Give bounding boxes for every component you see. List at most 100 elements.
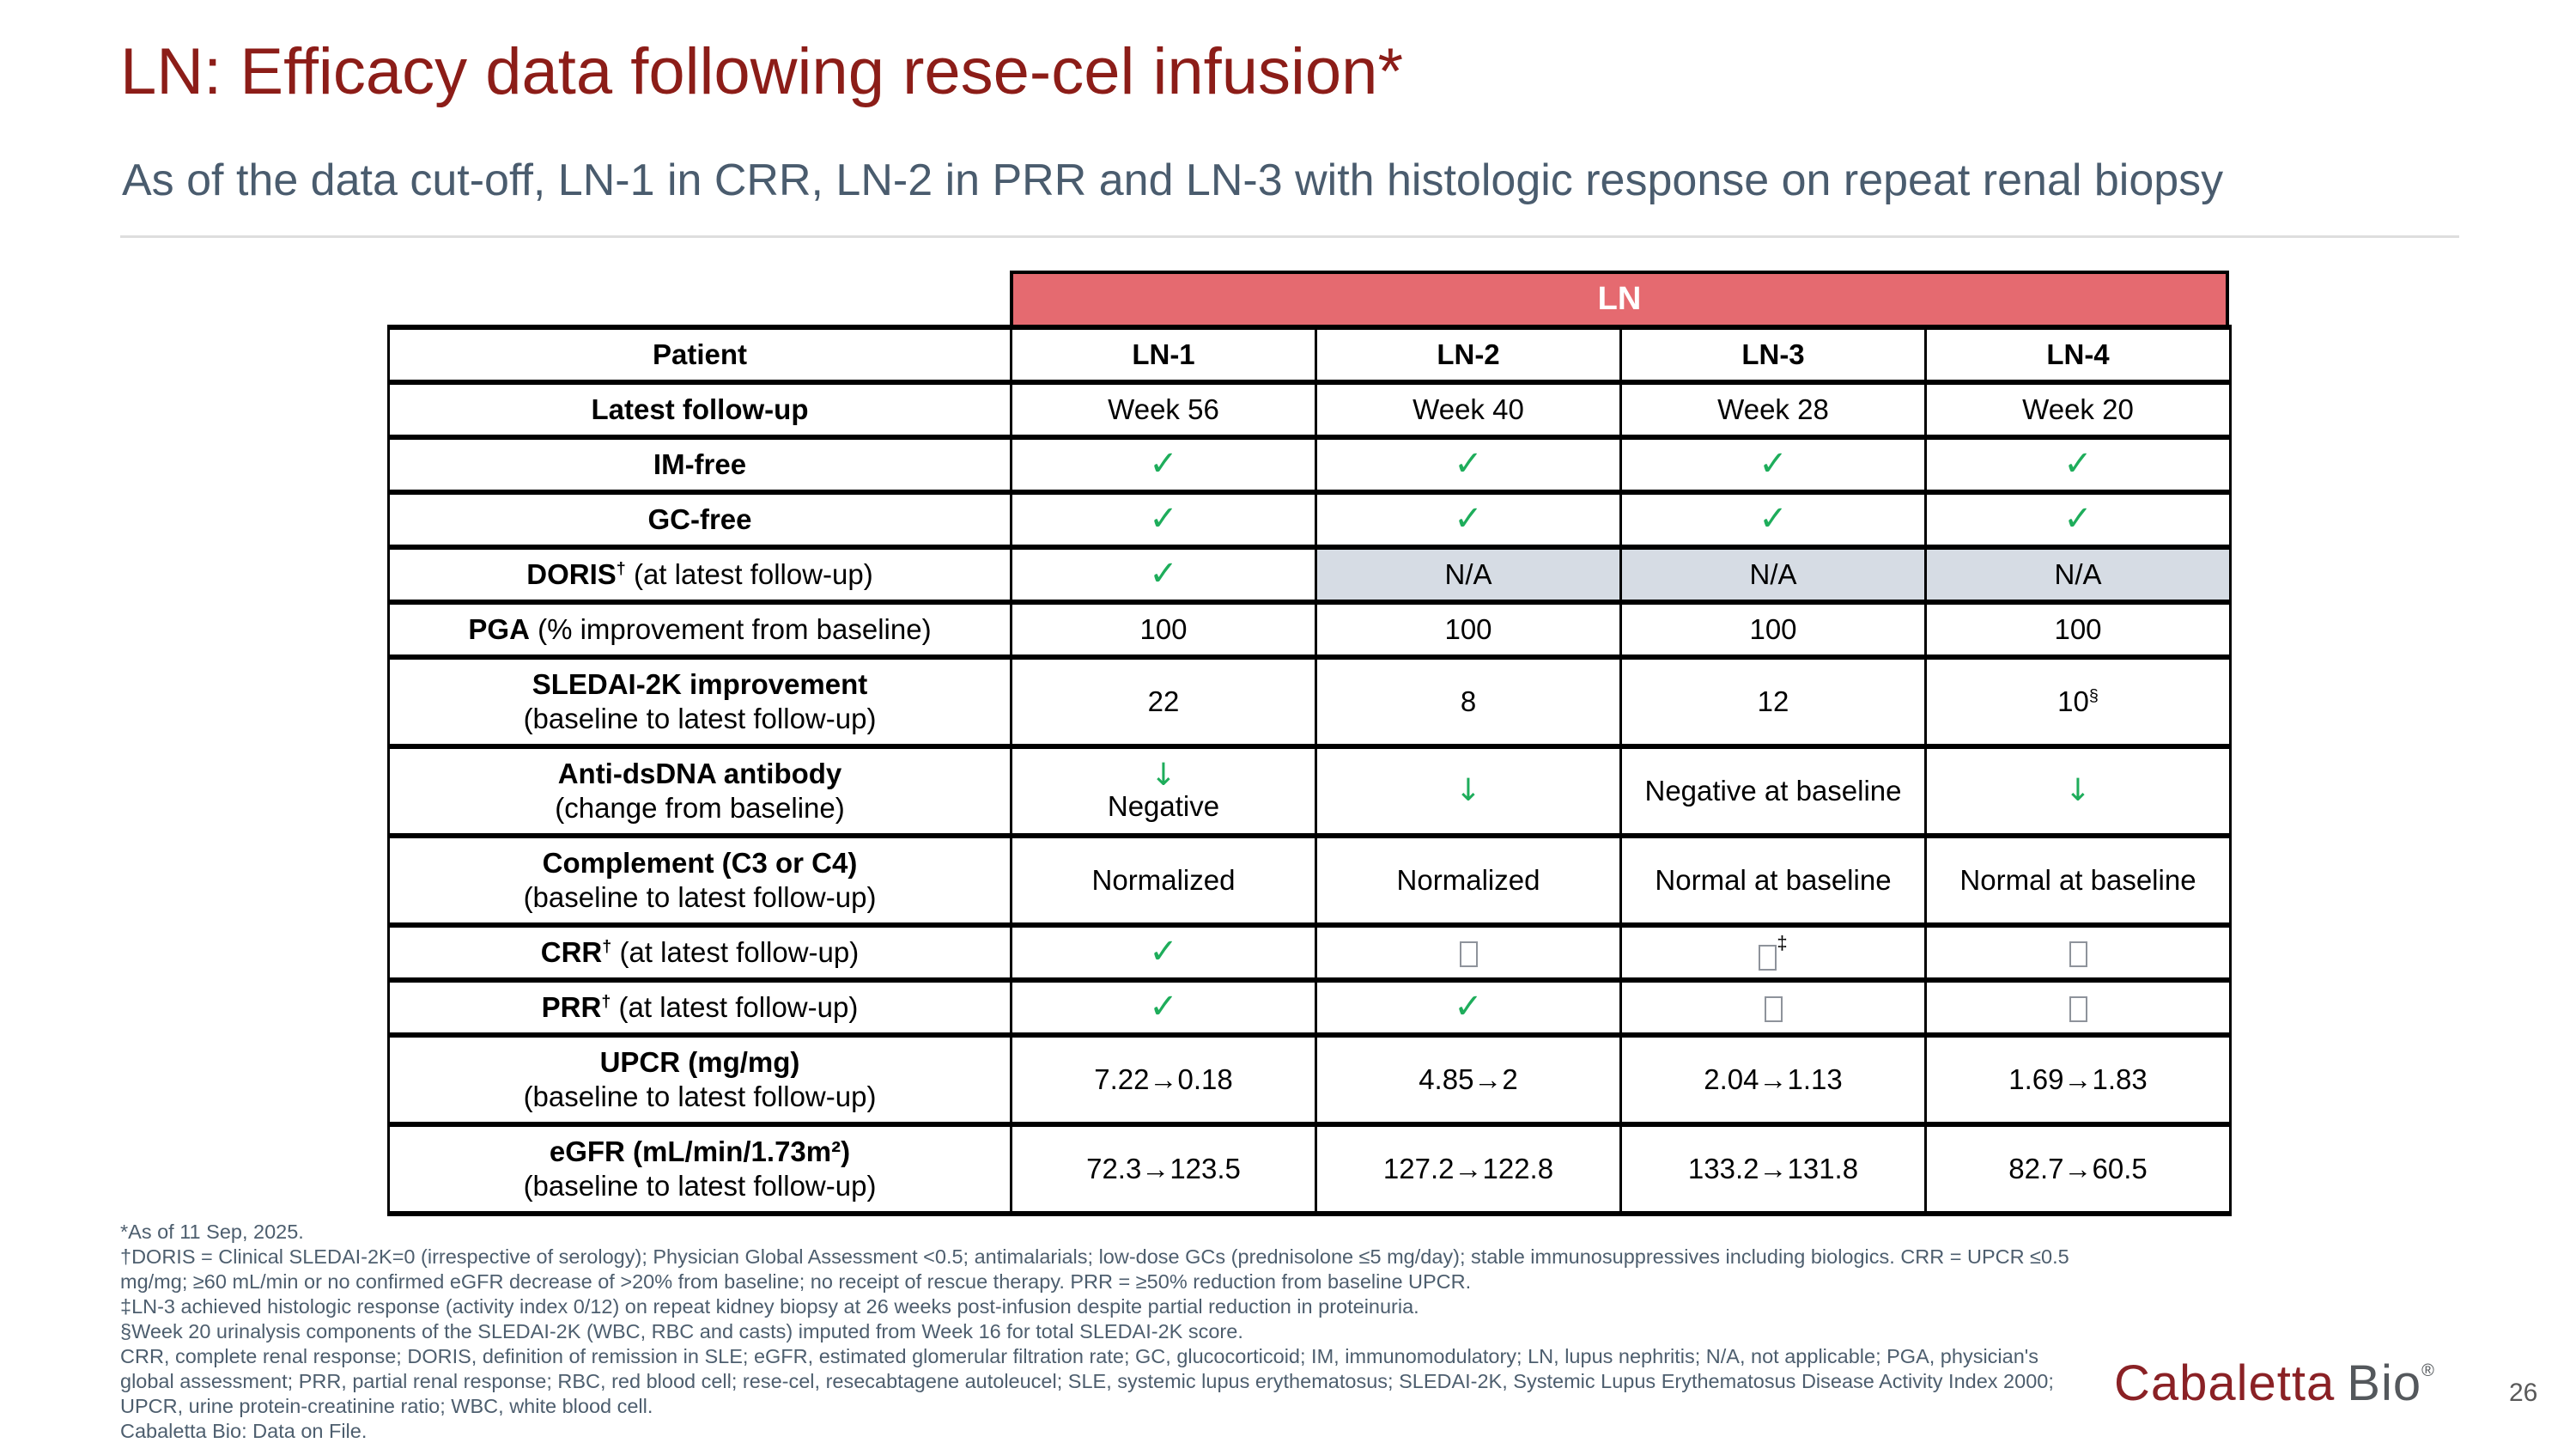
table-cell: 100 bbox=[1010, 600, 1317, 660]
row-label: Latest follow-up bbox=[387, 380, 1012, 440]
table-cell: LN-2 bbox=[1315, 325, 1622, 385]
table-row: UPCR (mg/mg) (baseline to latest follow-… bbox=[387, 1032, 2232, 1127]
table-cell: ↓ Negative bbox=[1010, 744, 1317, 838]
check-icon: ✓ bbox=[1149, 443, 1178, 484]
table-cell: 7.22→0.18 bbox=[1010, 1032, 1317, 1127]
row-label: Complement (C3 or C4) (baseline to lates… bbox=[387, 833, 1012, 928]
table-cell: 100 bbox=[1924, 600, 2232, 660]
table-cell: 2.04→1.13 bbox=[1619, 1032, 1927, 1127]
cabaletta-bio-logo: Cabaletta Bio® bbox=[2114, 1355, 2435, 1412]
registered-trademark-icon: ® bbox=[2421, 1361, 2435, 1380]
table-cell: ✓ bbox=[1315, 490, 1622, 550]
table-cell: Normal at baseline bbox=[1619, 833, 1927, 928]
table-cell: ↓ bbox=[1315, 744, 1622, 838]
table-cell: N/A bbox=[1619, 545, 1927, 605]
check-icon: ✓ bbox=[1149, 931, 1178, 971]
table-cell: Week 20 bbox=[1924, 380, 2232, 440]
footnotes-block: *As of 11 Sep, 2025. †DORIS = Clinical S… bbox=[120, 1220, 2069, 1444]
logo-wordmark-bio: Bio bbox=[2347, 1355, 2422, 1411]
table-row: GC-free ✓ ✓ ✓ ✓ bbox=[387, 490, 2232, 550]
empty-box-icon bbox=[2069, 941, 2087, 968]
table-cell: Normal at baseline bbox=[1924, 833, 2232, 928]
table-cell: ↓ bbox=[1924, 744, 2232, 838]
table-cell: ✓ bbox=[1619, 435, 1927, 495]
table-row: PGA (% improvement from baseline) 100 10… bbox=[387, 600, 2232, 660]
table-row: PRR† (at latest follow-up) ✓ ✓ bbox=[387, 977, 2232, 1038]
check-icon: ✓ bbox=[1149, 553, 1178, 594]
empty-box-icon bbox=[1764, 996, 1783, 1023]
down-arrow-icon: ↓ bbox=[1150, 757, 1177, 793]
table-cell: LN-1 bbox=[1010, 325, 1317, 385]
table-cell: 100 bbox=[1619, 600, 1927, 660]
table-cell: 12 bbox=[1619, 654, 1927, 749]
table-cell: 82.7→60.5 bbox=[1924, 1122, 2232, 1216]
row-label: IM-free bbox=[387, 435, 1012, 495]
table-cell: ✓ bbox=[1315, 977, 1622, 1038]
table-cell: 72.3→123.5 bbox=[1010, 1122, 1317, 1216]
check-icon: ✓ bbox=[1454, 443, 1483, 484]
table-cell: ✓ bbox=[1924, 490, 2232, 550]
footnote-line: CRR, complete renal response; DORIS, def… bbox=[120, 1345, 2054, 1417]
row-label: DORIS† (at latest follow-up) bbox=[387, 545, 1012, 605]
empty-box-icon bbox=[2069, 996, 2087, 1023]
table-cell: 4.85→2 bbox=[1315, 1032, 1622, 1127]
table-cell: ✓ bbox=[1315, 435, 1622, 495]
table-cell: ✓ bbox=[1010, 545, 1317, 605]
table-cell: LN-4 bbox=[1924, 325, 2232, 385]
table-row: Anti-dsDNA antibody (change from baselin… bbox=[387, 744, 2232, 838]
table-cell: Week 40 bbox=[1315, 380, 1622, 440]
empty-box-icon bbox=[1459, 941, 1478, 968]
table-row: Patient LN-1 LN-2 LN-3 LN-4 bbox=[387, 325, 2232, 385]
check-icon: ✓ bbox=[2063, 443, 2093, 484]
row-label: PRR† (at latest follow-up) bbox=[387, 977, 1012, 1038]
table-cell bbox=[1924, 977, 2232, 1038]
efficacy-table: Patient LN-1 LN-2 LN-3 LN-4 Latest follo… bbox=[387, 325, 2232, 1216]
table-cell: ✓ bbox=[1010, 435, 1317, 495]
table-cell: N/A bbox=[1924, 545, 2232, 605]
check-icon: ✓ bbox=[1454, 986, 1483, 1026]
table-cell: 10§ bbox=[1924, 654, 2232, 749]
table-cell: Week 28 bbox=[1619, 380, 1927, 440]
group-header-label: LN bbox=[1597, 281, 1642, 317]
empty-box-icon bbox=[1759, 944, 1777, 971]
table-cell: LN-3 bbox=[1619, 325, 1927, 385]
footnote-line: Cabaletta Bio: Data on File. bbox=[120, 1420, 368, 1442]
table-cell: Negative at baseline bbox=[1619, 744, 1927, 838]
table-row: SLEDAI-2K improvement (baseline to lates… bbox=[387, 654, 2232, 749]
table-cell: Normalized bbox=[1010, 833, 1317, 928]
table-cell: ✓ bbox=[1010, 977, 1317, 1038]
table-cell: 127.2→122.8 bbox=[1315, 1122, 1622, 1216]
footnote-line: ‡LN-3 achieved histologic response (acti… bbox=[120, 1295, 1419, 1318]
table-cell: Normalized bbox=[1315, 833, 1622, 928]
row-label: SLEDAI-2K improvement (baseline to lates… bbox=[387, 654, 1012, 749]
table-group-header: LN bbox=[1010, 271, 2229, 328]
table-row: Latest follow-up Week 56 Week 40 Week 28… bbox=[387, 380, 2232, 440]
check-icon: ✓ bbox=[1759, 443, 1788, 484]
page-number: 26 bbox=[2509, 1379, 2538, 1407]
table-cell: 8 bbox=[1315, 654, 1622, 749]
down-arrow-icon: ↓ bbox=[2064, 772, 2092, 808]
table-cell: ✓ bbox=[1010, 922, 1317, 983]
table-cell: ‡ bbox=[1619, 922, 1927, 983]
table-cell: ✓ bbox=[1619, 490, 1927, 550]
table-cell: Week 56 bbox=[1010, 380, 1317, 440]
row-label: GC-free bbox=[387, 490, 1012, 550]
footnote-line: †DORIS = Clinical SLEDAI-2K=0 (irrespect… bbox=[120, 1245, 2069, 1293]
row-label: Patient bbox=[387, 325, 1012, 385]
check-icon: ✓ bbox=[1759, 498, 1788, 539]
footnote-line: §Week 20 urinalysis components of the SL… bbox=[120, 1320, 1243, 1342]
table-cell: ✓ bbox=[1010, 490, 1317, 550]
table-row: DORIS† (at latest follow-up) ✓ N/A N/A N… bbox=[387, 545, 2232, 605]
check-icon: ✓ bbox=[1454, 498, 1483, 539]
table-cell: 22 bbox=[1010, 654, 1317, 749]
logo-wordmark-cabaletta: Cabaletta bbox=[2114, 1355, 2336, 1411]
table-cell bbox=[1924, 922, 2232, 983]
table-cell bbox=[1315, 922, 1622, 983]
table-cell: 133.2→131.8 bbox=[1619, 1122, 1927, 1216]
subtitle-divider bbox=[120, 235, 2459, 238]
row-label: CRR† (at latest follow-up) bbox=[387, 922, 1012, 983]
table-cell bbox=[1619, 977, 1927, 1038]
down-arrow-icon: ↓ bbox=[1455, 772, 1482, 808]
table-cell: N/A bbox=[1315, 545, 1622, 605]
table-row: IM-free ✓ ✓ ✓ ✓ bbox=[387, 435, 2232, 495]
